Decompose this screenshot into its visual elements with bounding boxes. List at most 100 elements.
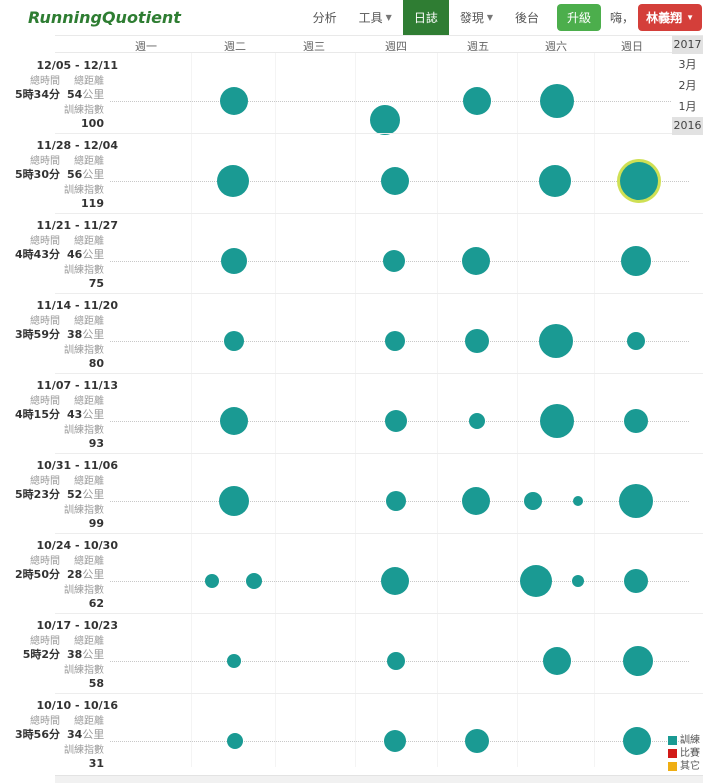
user-name: 林義翔 bbox=[646, 11, 683, 25]
workout-dot[interactable] bbox=[520, 565, 552, 597]
week-summary: 12/05 - 12/11 總時間 5時34分 總距離 54公里 訓練指數 10… bbox=[0, 53, 118, 133]
week-stats: 總時間 3時56分 總距離 34公里 bbox=[0, 716, 104, 741]
workout-dot[interactable] bbox=[623, 646, 653, 676]
total-time-value: 5時2分 bbox=[22, 648, 60, 661]
workout-dot[interactable] bbox=[539, 165, 571, 197]
workout-dot[interactable] bbox=[220, 407, 248, 435]
week-date-range: 12/05 - 12/11 bbox=[36, 59, 119, 72]
workout-dot[interactable] bbox=[573, 496, 583, 506]
total-time-label: 總時間 bbox=[30, 156, 60, 167]
workout-dot[interactable] bbox=[543, 647, 571, 675]
workout-dot[interactable] bbox=[385, 410, 407, 432]
workout-dot[interactable] bbox=[217, 165, 249, 197]
legend-item: 訓練 bbox=[668, 734, 700, 747]
workout-dot[interactable] bbox=[224, 331, 244, 351]
total-time-value: 4時15分 bbox=[15, 408, 60, 421]
greeting-text: 嗨， bbox=[610, 11, 635, 25]
week-summary: 11/07 - 11/13 總時間 4時15分 總距離 43公里 訓練指數 93 bbox=[0, 373, 118, 453]
workout-dot[interactable] bbox=[386, 491, 406, 511]
workout-dot[interactable] bbox=[385, 331, 405, 351]
workout-dot[interactable] bbox=[463, 87, 491, 115]
workout-dot[interactable] bbox=[227, 733, 243, 749]
workout-dot[interactable] bbox=[387, 652, 405, 670]
workout-dot[interactable] bbox=[469, 413, 485, 429]
total-time-block: 總時間 4時43分 bbox=[0, 236, 60, 261]
total-time-label: 總時間 bbox=[30, 556, 60, 567]
workout-dot[interactable] bbox=[540, 404, 574, 438]
legend-swatch-icon bbox=[668, 749, 677, 758]
workout-dot[interactable] bbox=[624, 409, 648, 433]
workout-dot[interactable] bbox=[572, 575, 584, 587]
brand-logo[interactable]: RunningQuotient bbox=[28, 8, 181, 27]
nav-item-工具[interactable]: 工具 ▼ bbox=[348, 0, 403, 36]
workout-dot[interactable] bbox=[540, 84, 574, 118]
workout-dot[interactable] bbox=[462, 247, 490, 275]
upgrade-button[interactable]: 升級 bbox=[557, 4, 602, 31]
total-time-label: 總時間 bbox=[30, 236, 60, 247]
nav-item-日誌[interactable]: 日誌 bbox=[402, 0, 449, 36]
workout-dot[interactable] bbox=[465, 729, 489, 753]
total-time-block: 總時間 3時59分 bbox=[0, 316, 60, 341]
workout-dot[interactable] bbox=[624, 569, 648, 593]
workout-dot[interactable] bbox=[220, 87, 248, 115]
training-log-calendar: 週一 週二 週三 週四 週五 週六 週日 12/05 - 12/11 總時間 5時34分 總… bbox=[0, 35, 703, 773]
total-distance-label: 總距離 bbox=[74, 556, 104, 567]
rail-item-2016[interactable]: 2016 bbox=[672, 117, 703, 135]
week-baseline bbox=[110, 101, 689, 102]
rail-item-1月[interactable]: 1月 bbox=[672, 96, 703, 117]
workout-dot[interactable] bbox=[462, 487, 490, 515]
nav-item-分析[interactable]: 分析 bbox=[302, 0, 348, 36]
workout-dot[interactable] bbox=[381, 167, 409, 195]
total-time-block: 總時間 5時30分 bbox=[0, 156, 60, 181]
week-row: 11/28 - 12/04 總時間 5時30分 總距離 56公里 訓練指數 11… bbox=[0, 133, 703, 213]
total-distance-block: 總距離 46公里 bbox=[67, 236, 104, 261]
total-time-label: 總時間 bbox=[30, 316, 60, 327]
total-distance-label: 總距離 bbox=[74, 76, 104, 87]
total-distance-value: 28 bbox=[67, 568, 83, 581]
nav-item-後台[interactable]: 後台 bbox=[504, 0, 550, 36]
workout-dot[interactable] bbox=[381, 567, 409, 595]
total-time-block: 總時間 4時15分 bbox=[0, 396, 60, 421]
week-stats: 總時間 2時50分 總距離 28公里 bbox=[0, 556, 104, 581]
workout-dot[interactable] bbox=[370, 105, 400, 135]
rail-item-3月[interactable]: 3月 bbox=[672, 54, 703, 75]
workout-dot[interactable] bbox=[205, 574, 219, 588]
workout-dot[interactable] bbox=[246, 573, 262, 589]
total-time-value: 4時43分 bbox=[15, 248, 60, 261]
distance-unit-label: 公里 bbox=[82, 408, 105, 421]
workout-dot[interactable] bbox=[384, 730, 406, 752]
week-row: 11/21 - 11/27 總時間 4時43分 總距離 46公里 訓練指數 75 bbox=[0, 213, 703, 293]
weeks-container: 12/05 - 12/11 總時間 5時34分 總距離 54公里 訓練指數 10… bbox=[0, 53, 703, 773]
workout-dot[interactable] bbox=[219, 486, 249, 516]
distance-unit-label: 公里 bbox=[82, 88, 105, 101]
workout-dot[interactable] bbox=[623, 727, 651, 755]
training-index-block: 訓練指數 93 bbox=[0, 425, 104, 450]
workout-dot[interactable] bbox=[627, 332, 645, 350]
rail-item-2017[interactable]: 2017 bbox=[672, 36, 703, 54]
total-distance-label: 總距離 bbox=[74, 156, 104, 167]
workout-dot[interactable] bbox=[227, 654, 241, 668]
week-date-range: 11/07 - 11/13 bbox=[36, 379, 119, 392]
user-menu-button[interactable]: 林義翔 ▼ bbox=[638, 4, 702, 31]
workout-dot[interactable] bbox=[524, 492, 542, 510]
workout-dot[interactable] bbox=[465, 329, 489, 353]
rail-item-2月[interactable]: 2月 bbox=[672, 75, 703, 96]
total-time-block: 總時間 5時2分 bbox=[0, 636, 60, 661]
workout-dot[interactable] bbox=[383, 250, 405, 272]
week-summary: 10/31 - 11/06 總時間 5時23分 總距離 52公里 訓練指數 99 bbox=[0, 453, 118, 533]
workout-dot[interactable] bbox=[619, 484, 653, 518]
workout-dot[interactable] bbox=[539, 324, 573, 358]
workout-dot[interactable] bbox=[621, 246, 651, 276]
nav-item-label: 日誌 bbox=[413, 11, 438, 25]
workout-dot[interactable] bbox=[620, 162, 658, 200]
week-date-range: 11/28 - 12/04 bbox=[36, 139, 119, 152]
nav-item-發現[interactable]: 發現 ▼ bbox=[449, 0, 504, 36]
training-index-label: 訓練指數 bbox=[64, 425, 104, 436]
workout-dot[interactable] bbox=[221, 248, 247, 274]
distance-unit-label: 公里 bbox=[82, 728, 105, 741]
total-distance-value: 54 bbox=[67, 88, 83, 101]
training-index-block: 訓練指數 99 bbox=[0, 505, 104, 530]
total-distance-label: 總距離 bbox=[74, 716, 104, 727]
week-row: 10/10 - 10/16 總時間 3時56分 總距離 34公里 訓練指數 31 bbox=[0, 693, 703, 773]
